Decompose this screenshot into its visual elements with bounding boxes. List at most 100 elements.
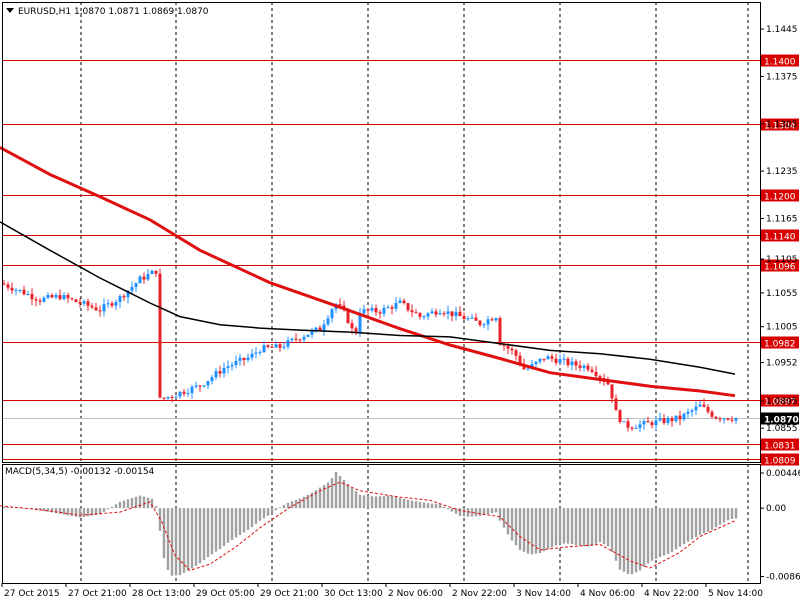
candle-body-20 — [82, 301, 86, 304]
candle-body-30 — [122, 296, 126, 298]
candle-body-140 — [562, 358, 566, 360]
macd-bar-167 — [670, 508, 674, 552]
macd-bar-107 — [430, 503, 434, 509]
macd-bar-111 — [446, 508, 450, 510]
macd-bar-168 — [674, 508, 678, 550]
candle-body-135 — [542, 358, 546, 360]
candle-body-94 — [378, 312, 382, 314]
macd-bar-20 — [82, 508, 86, 517]
time-tick-label-5: 30 Oct 13:00 — [324, 589, 383, 599]
candle-body-17 — [70, 298, 74, 300]
candle-body-172 — [690, 410, 694, 412]
level-price-label-2: 1.1200 — [764, 193, 796, 203]
macd-bar-160 — [642, 508, 646, 567]
macd-bar-55 — [222, 508, 226, 546]
candle-body-70 — [282, 346, 286, 348]
macd-bar-51 — [206, 508, 210, 557]
candle-body-126 — [506, 345, 510, 349]
macd-bar-85 — [342, 479, 346, 509]
macd-bar-44 — [178, 508, 182, 576]
candle-body-45 — [182, 391, 186, 394]
macd-bar-148 — [594, 508, 598, 544]
macd-bar-31 — [126, 499, 130, 509]
price-tick-label-2: 1.1305 — [766, 120, 798, 130]
candle-body-2 — [10, 287, 14, 291]
candle-body-134 — [538, 358, 542, 362]
candle-body-62 — [250, 353, 254, 358]
macd-indicator — [0, 471, 738, 576]
level-price-label-0: 1.1400 — [764, 58, 796, 68]
candle-body-169 — [678, 415, 682, 420]
candle-body-113 — [454, 311, 458, 317]
candle-body-95 — [382, 307, 386, 314]
candle-body-100 — [402, 300, 406, 304]
candle-body-76 — [306, 334, 310, 337]
macd-bar-113 — [454, 508, 458, 514]
candle-body-148 — [594, 371, 598, 377]
macd-bar-77 — [310, 492, 314, 509]
candle-body-97 — [390, 307, 394, 309]
macd-bar-54 — [218, 508, 222, 550]
macd-bar-115 — [462, 508, 466, 517]
macd-bar-172 — [690, 508, 694, 540]
macd-bar-87 — [350, 487, 354, 509]
candle-body-18 — [74, 299, 78, 303]
macd-bar-179 — [718, 508, 722, 525]
candle-body-26 — [106, 303, 110, 305]
macd-bar-35 — [142, 496, 146, 509]
macd-bar-84 — [338, 475, 342, 509]
macd-bar-130 — [522, 508, 526, 552]
macd-bar-66 — [266, 508, 270, 516]
macd-bar-166 — [666, 508, 670, 554]
candle-body-43 — [174, 396, 178, 398]
candle-body-84 — [338, 304, 342, 306]
level-price-tag-7 — [761, 438, 799, 451]
candle-body-128 — [514, 350, 518, 356]
candle-body-21 — [86, 301, 90, 306]
macd-bar-62 — [250, 508, 254, 528]
candle-body-115 — [462, 316, 466, 320]
macd-bar-64 — [258, 508, 262, 521]
macd-bar-1 — [6, 506, 10, 509]
macd-bar-38 — [154, 506, 158, 509]
macd-bar-124 — [498, 508, 502, 521]
macd-bar-83 — [334, 471, 338, 509]
horizontal-levels[interactable]: 1.1400 1.1304 1.1200 1.1140 1.1096 1.0982 1.08… — [2, 54, 799, 467]
macd-bar-19 — [78, 508, 82, 518]
time-tick-label-9: 4 Nov 06:00 — [580, 589, 635, 599]
chart-menu-triangle-icon[interactable] — [6, 8, 14, 13]
candle-body-41 — [166, 396, 170, 399]
macd-bar-94 — [378, 496, 382, 509]
macd-bar-156 — [626, 508, 630, 575]
moving-averages — [0, 146, 736, 398]
price-tick-label-0: 1.1445 — [766, 25, 798, 35]
candle-body-22 — [90, 305, 94, 308]
candle-body-166 — [666, 418, 670, 423]
macd-bar-71 — [286, 502, 290, 509]
candle-body-110 — [442, 313, 446, 315]
candle-body-90 — [362, 309, 366, 314]
candle-body-171 — [686, 411, 690, 414]
macd-bar-122 — [490, 508, 494, 514]
candle-body-179 — [718, 418, 722, 420]
macd-bar-112 — [450, 508, 454, 512]
candle-body-42 — [170, 396, 174, 398]
candle-body-9 — [38, 300, 42, 302]
time-tick-label-7: 2 Nov 22:00 — [452, 589, 507, 599]
candle-body-79 — [318, 327, 322, 331]
macd-bar-24 — [98, 508, 102, 515]
candle-body-33 — [134, 283, 138, 287]
candle-body-154 — [618, 410, 622, 422]
macd-bar-75 — [302, 496, 306, 509]
candle-body-37 — [150, 270, 154, 274]
candle-body-34 — [138, 276, 142, 284]
chart-frame — [2, 2, 761, 584]
level-price-label-3: 1.1140 — [764, 233, 796, 243]
candle-body-167 — [670, 418, 674, 422]
macd-bar-33 — [134, 496, 138, 509]
macd-bar-53 — [214, 508, 218, 552]
candle-body-23 — [94, 307, 98, 311]
candle-body-54 — [218, 371, 222, 374]
price-pane-frame — [2, 2, 761, 463]
